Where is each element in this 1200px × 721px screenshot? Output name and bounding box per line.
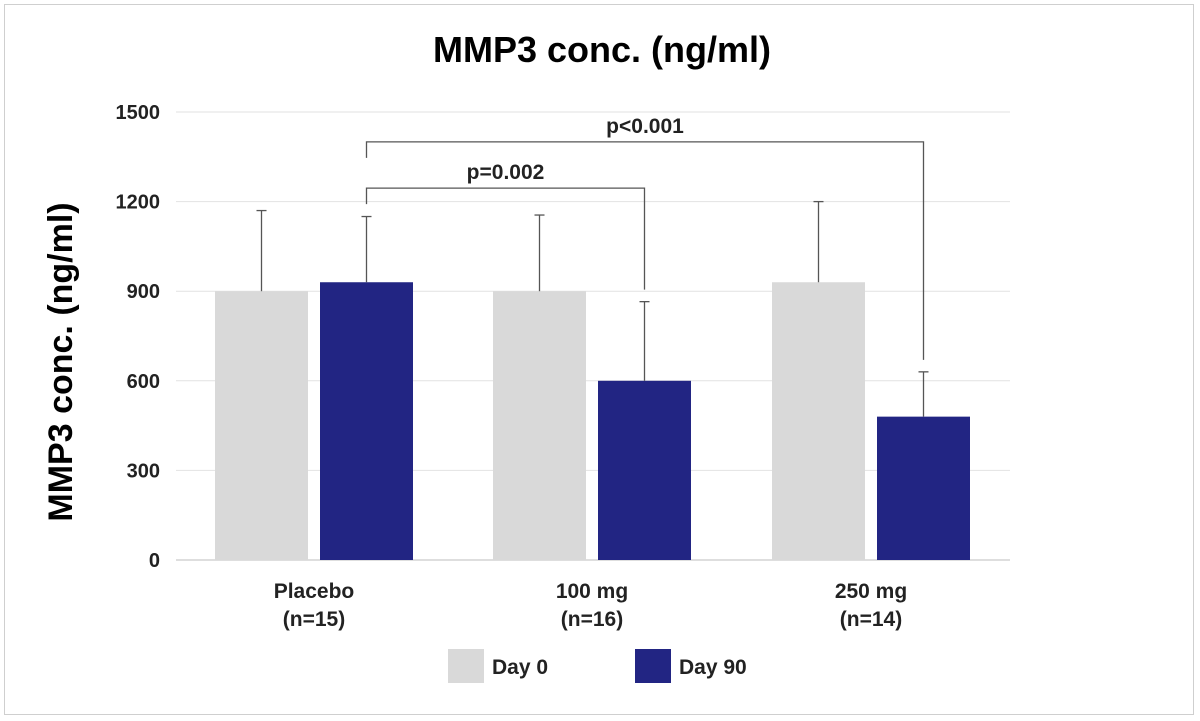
y-tick-label: 600: [127, 371, 160, 393]
legend-label: Day 0: [492, 656, 548, 679]
p-value-label: p=0.002: [467, 161, 545, 184]
y-axis-ticks: 0 300 600 900 1200 1500: [116, 102, 161, 572]
bar: [215, 291, 308, 560]
x-tick-sublabel: (n=16): [561, 608, 623, 631]
x-tick-label: 100 mg: [556, 580, 628, 603]
x-axis-ticks: Placebo (n=15) 100 mg (n=16) 250 mg (n=14): [274, 580, 907, 631]
legend-label: Day 90: [679, 656, 747, 679]
bars: [215, 282, 970, 560]
p-value-label: p<0.001: [606, 115, 684, 138]
chart-frame: [4, 4, 1194, 715]
y-tick-label: 300: [127, 460, 160, 482]
significance-bracket: [365, 187, 646, 290]
bar: [320, 282, 413, 560]
y-tick-label: 1200: [116, 192, 161, 214]
chart-title: MMP3 conc. (ng/ml): [433, 29, 771, 70]
error-bars: [256, 200, 929, 417]
x-tick-sublabel: (n=14): [840, 608, 902, 631]
bar: [598, 380, 691, 560]
legend-swatch: [635, 649, 671, 683]
x-tick-label: 250 mg: [835, 580, 907, 603]
x-tick-sublabel: (n=15): [283, 608, 345, 631]
x-tick-label: Placebo: [274, 580, 355, 603]
y-tick-label: 900: [127, 281, 160, 303]
bar: [772, 282, 865, 560]
bar: [493, 291, 586, 560]
gridlines: [176, 111, 1010, 561]
significance-bracket: [365, 141, 925, 360]
legend: Day 0 Day 90: [448, 649, 747, 683]
y-tick-label: 0: [149, 550, 160, 572]
significance-brackets: p=0.002 p<0.001: [365, 115, 925, 360]
y-axis-label: MMP3 conc. (ng/ml): [42, 202, 80, 521]
y-tick-label: 1500: [116, 102, 161, 124]
bar: [877, 416, 970, 560]
legend-swatch: [448, 649, 484, 683]
